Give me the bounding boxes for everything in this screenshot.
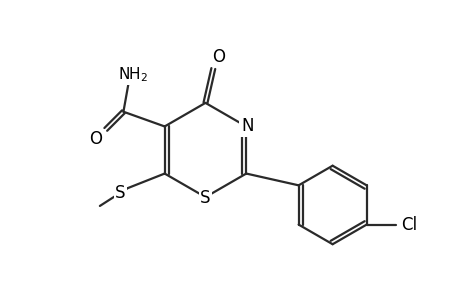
Text: NH$_2$: NH$_2$ [118, 65, 148, 84]
Text: N: N [241, 117, 253, 135]
Text: O: O [89, 130, 102, 148]
Text: S: S [115, 184, 125, 202]
Text: S: S [200, 189, 210, 207]
Text: Cl: Cl [400, 216, 416, 234]
Text: O: O [211, 48, 224, 66]
